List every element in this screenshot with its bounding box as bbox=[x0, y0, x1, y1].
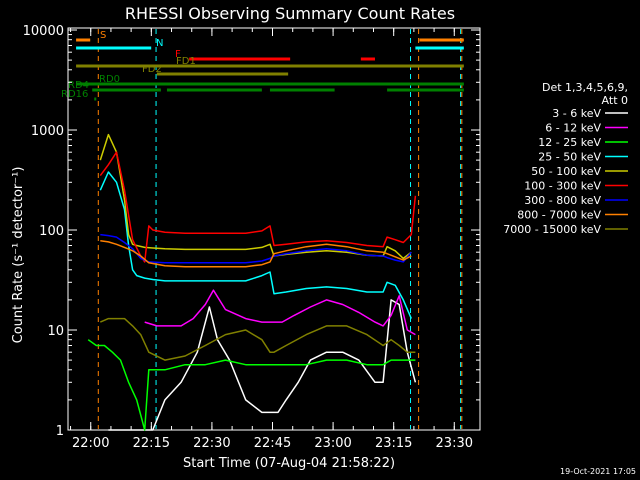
series-line-8 bbox=[100, 317, 416, 361]
y-tick-label-0: 1 bbox=[56, 424, 64, 439]
legend-label-7: 800 - 7000 keV bbox=[517, 209, 601, 222]
flag-label-s: S bbox=[100, 30, 106, 41]
legend-label-8: 7000 - 15000 keV bbox=[503, 223, 601, 236]
x-axis-label: Start Time (07-Aug-04 21:58:22) bbox=[183, 456, 395, 471]
x-tick-label-3: 22:45 bbox=[254, 436, 291, 451]
x-tick-label-6: 23:30 bbox=[436, 436, 473, 451]
legend-label-4: 50 - 100 keV bbox=[531, 165, 601, 178]
legend-label-6: 300 - 800 keV bbox=[524, 194, 601, 207]
legend: Det 1,3,4,5,6,9,Att 03 - 6 keV 6 - 12 keV… bbox=[503, 81, 628, 236]
y-axis-label: Count Rate (s⁻¹ detector⁻¹) bbox=[11, 167, 26, 344]
timestamp: 19-Oct-2021 17:05 bbox=[560, 467, 636, 476]
flag-label-rd4: RD4 bbox=[68, 80, 89, 91]
x-tick-label-4: 23:00 bbox=[314, 436, 351, 451]
series-line-0 bbox=[108, 299, 417, 431]
y-tick-label-1: 10 bbox=[47, 324, 64, 339]
series-lines bbox=[87, 133, 417, 431]
legend-header: Det 1,3,4,5,6,9, bbox=[542, 81, 628, 94]
flag-label-fd2: FD2 bbox=[142, 64, 162, 75]
series-line-1 bbox=[144, 289, 416, 336]
series-line-2 bbox=[87, 339, 416, 431]
x-tick-label-0: 22:00 bbox=[72, 436, 109, 451]
axes-ticks: 22:00 22:15 22:30 22:45 23:00 23:15 23:30 1 10 10… bbox=[23, 24, 480, 451]
legend-subheader: Att 0 bbox=[602, 94, 628, 107]
y-tick-label-3: 1000 bbox=[31, 124, 64, 139]
flag-label-f: F bbox=[175, 49, 181, 60]
series-line-7 bbox=[100, 240, 412, 268]
legend-label-0: 3 - 6 keV bbox=[552, 107, 601, 120]
series-line-3 bbox=[99, 171, 412, 319]
legend-label-1: 6 - 12 keV bbox=[545, 122, 601, 135]
legend-label-3: 25 - 50 keV bbox=[538, 151, 601, 164]
y-tick-label-4: 10000 bbox=[23, 24, 64, 39]
flag-label-n: N bbox=[156, 38, 163, 49]
x-tick-label-2: 22:30 bbox=[193, 436, 230, 451]
legend-label-5: 100 - 300 keV bbox=[524, 180, 601, 193]
flag-label-rd16: RD16 bbox=[61, 89, 88, 100]
plot-frame bbox=[67, 27, 481, 431]
x-tick-label-1: 22:15 bbox=[133, 436, 170, 451]
x-tick-label-5: 23:15 bbox=[375, 436, 412, 451]
legend-label-2: 12 - 25 keV bbox=[538, 136, 601, 149]
chart-title: RHESSI Observing Summary Count Rates bbox=[125, 4, 455, 23]
y-tick-label-2: 100 bbox=[39, 224, 64, 239]
flag-label-fd1: FD1 bbox=[176, 56, 196, 67]
series-line-5 bbox=[99, 151, 417, 263]
flag-label-rd0: RD0 bbox=[99, 74, 120, 85]
series-line-6 bbox=[100, 233, 412, 264]
